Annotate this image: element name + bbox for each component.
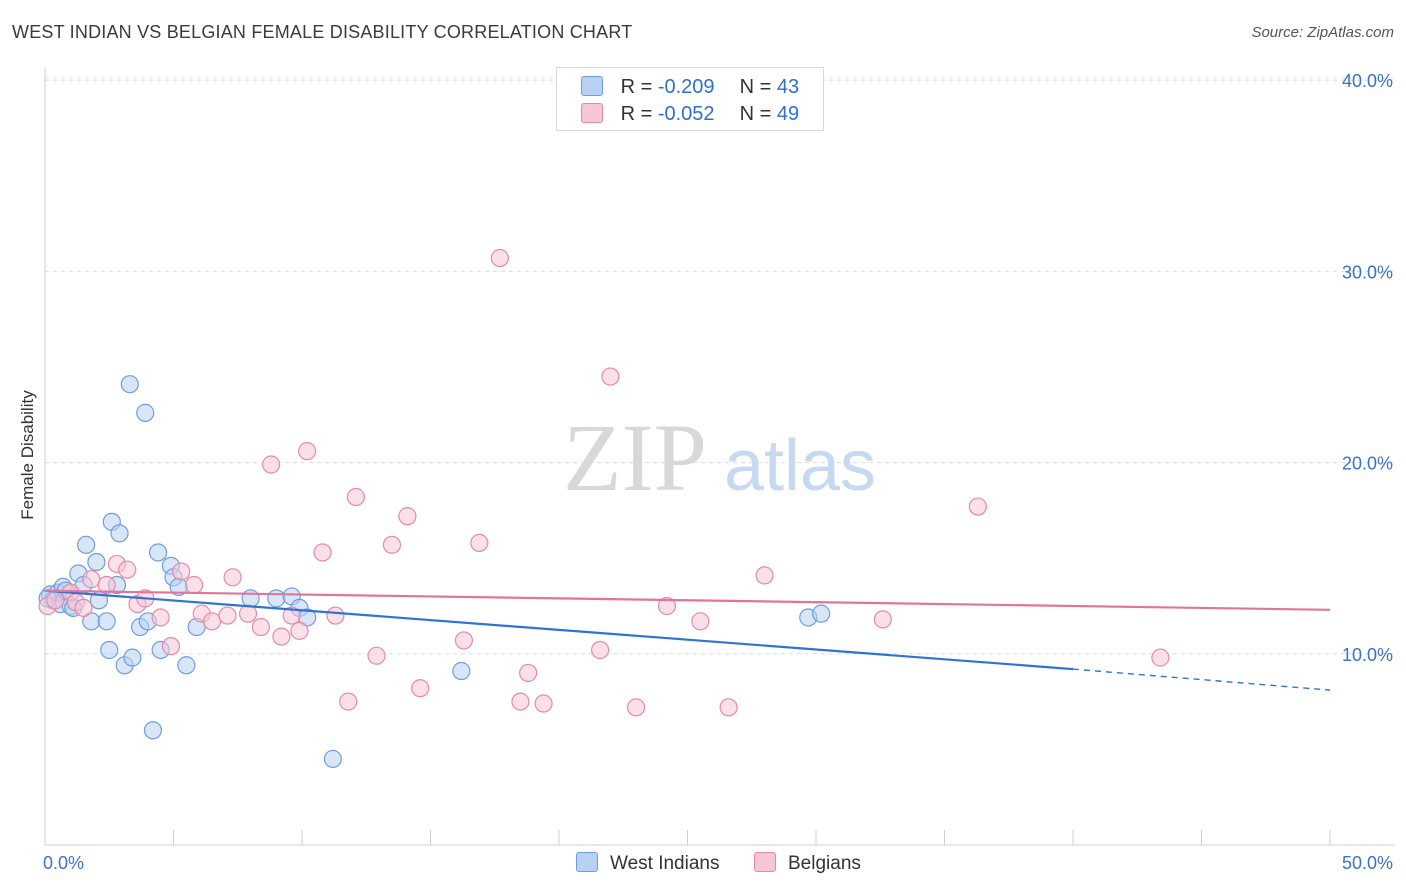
data-point xyxy=(367,646,386,665)
data-point xyxy=(46,591,65,610)
legend-n-value-west-indians: 43 xyxy=(776,76,800,98)
data-point xyxy=(272,627,291,646)
data-point xyxy=(100,640,119,660)
data-point xyxy=(223,568,242,587)
legend-r-label: R = xyxy=(620,103,653,125)
legend-row-west-indians: R = -0.209 N = 43 xyxy=(581,76,799,100)
data-point xyxy=(241,589,260,608)
data-point xyxy=(87,552,106,572)
data-point xyxy=(172,562,191,581)
data-point xyxy=(148,543,168,562)
data-point xyxy=(177,656,196,675)
data-point xyxy=(313,543,332,562)
data-point xyxy=(202,612,222,631)
legend-r-value-west-indians: -0.209 xyxy=(657,76,715,98)
data-point xyxy=(626,698,646,717)
series-west-indians xyxy=(38,375,831,769)
data-point xyxy=(151,608,170,627)
trend-line xyxy=(44,589,1074,671)
y-tick-label: 30.0% xyxy=(1342,262,1393,282)
data-point xyxy=(262,455,281,474)
x-tick-labels: 0.0% 50.0% xyxy=(43,853,1393,873)
bottom-legend-swatch-west-indians xyxy=(576,852,598,872)
series-belgians xyxy=(38,248,1170,717)
data-point xyxy=(251,617,270,637)
trend-line xyxy=(44,589,1331,611)
bottom-legend-belgians: Belgians xyxy=(754,852,861,875)
chart-title: WEST INDIAN VS BELGIAN FEMALE DISABILITY… xyxy=(12,22,633,42)
data-point xyxy=(339,692,358,711)
legend-n-label: N = xyxy=(739,76,772,98)
data-point xyxy=(290,621,309,640)
data-point xyxy=(812,604,831,623)
data-point xyxy=(657,596,677,616)
data-point xyxy=(97,612,116,631)
y-tick-labels: 10.0% 20.0% 30.0% 40.0% xyxy=(1342,71,1393,665)
data-point xyxy=(123,648,142,667)
bottom-legend-label-west-indians: West Indians xyxy=(610,853,720,874)
data-point xyxy=(968,497,988,516)
data-point xyxy=(454,631,474,650)
data-point xyxy=(470,533,489,553)
data-point xyxy=(1151,648,1170,667)
legend-row-belgians: R = -0.052 N = 49 xyxy=(581,103,799,127)
data-point xyxy=(97,575,116,595)
y-tick-label: 20.0% xyxy=(1342,454,1393,474)
y-tick-label: 10.0% xyxy=(1342,645,1393,665)
data-point xyxy=(591,640,610,660)
data-point xyxy=(452,661,471,681)
data-point xyxy=(511,692,530,711)
bottom-legend-label-belgians: Belgians xyxy=(788,853,861,874)
legend-r-label: R = xyxy=(620,76,653,98)
legend-n-label: N = xyxy=(739,103,772,125)
data-point xyxy=(118,560,137,579)
data-point xyxy=(267,589,286,608)
data-point xyxy=(120,375,139,394)
data-point xyxy=(110,524,129,543)
data-point xyxy=(218,606,237,625)
watermark-zip: ZIP xyxy=(563,404,707,511)
source-note: Source: ZipAtlas.com xyxy=(1251,24,1394,41)
data-point xyxy=(755,566,774,585)
trend-line-extension xyxy=(1072,668,1331,691)
axes xyxy=(44,68,1395,846)
data-point xyxy=(490,248,509,268)
data-point xyxy=(719,698,738,717)
legend-swatch-belgians xyxy=(581,103,603,123)
data-point xyxy=(77,535,96,554)
correlation-legend: R = -0.209 N = 43 R = -0.052 N = 49 xyxy=(556,67,824,131)
data-point xyxy=(411,679,430,698)
gridlines xyxy=(45,77,1395,655)
data-point xyxy=(161,637,181,656)
data-point xyxy=(382,535,402,554)
data-point xyxy=(82,570,101,589)
bottom-legend-swatch-belgians xyxy=(754,852,776,872)
data-point xyxy=(519,663,538,683)
data-point xyxy=(323,749,342,769)
data-point xyxy=(398,507,417,526)
data-point xyxy=(143,721,163,740)
data-point xyxy=(74,598,93,618)
legend-r-value-belgians: -0.052 xyxy=(657,103,715,125)
legend-n-value-belgians: 49 xyxy=(776,103,800,125)
bottom-legend-west-indians: West Indians xyxy=(576,852,719,875)
watermark: ZIP atlas xyxy=(563,404,876,511)
data-point xyxy=(691,612,710,631)
data-point xyxy=(136,403,155,422)
data-point xyxy=(298,442,317,461)
data-point xyxy=(184,575,204,595)
data-point xyxy=(534,694,553,713)
data-point xyxy=(282,606,301,625)
data-point xyxy=(326,606,345,625)
watermark-atlas: atlas xyxy=(724,426,876,506)
data-point xyxy=(873,610,892,629)
data-point xyxy=(601,367,620,386)
legend-swatch-west-indians xyxy=(581,76,603,96)
x-tick-label-max: 50.0% xyxy=(1342,853,1393,873)
y-tick-label: 40.0% xyxy=(1342,71,1393,91)
trend-lines xyxy=(44,589,1331,691)
data-point xyxy=(346,487,366,507)
x-tick-label-min: 0.0% xyxy=(43,853,84,873)
